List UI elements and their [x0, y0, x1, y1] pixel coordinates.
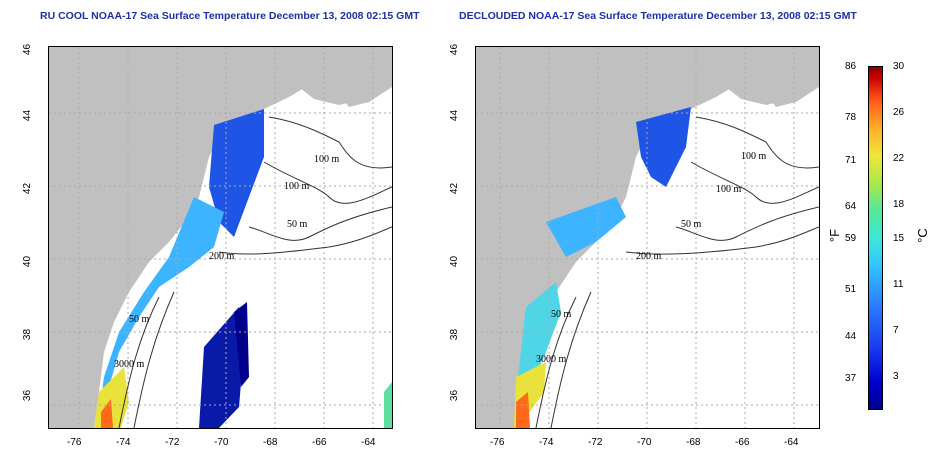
left-sst-map: 100 m 100 m 50 m 200 m 50 m 3000 m — [48, 46, 393, 429]
fahrenheit-tick: 51 — [845, 284, 857, 295]
lon-tick-label: -72 — [588, 437, 603, 448]
contour-label: 50 m — [129, 314, 150, 325]
lon-tick-label: -64 — [361, 437, 376, 448]
lon-tick-label: -70 — [637, 437, 652, 448]
grid-lines — [476, 47, 819, 428]
sst-blue-gulf-of-maine — [636, 107, 691, 187]
lon-tick-label: -74 — [539, 437, 554, 448]
contour-label: 200 m — [209, 251, 235, 262]
lon-tick-label: -76 — [67, 437, 82, 448]
celsius-tick: 7 — [893, 325, 899, 336]
bathymetry-contours — [118, 116, 392, 428]
lat-tick-label: 42 — [449, 182, 461, 195]
right-map-canvas: 100 m 100 m 50 m 200 m 50 m 3000 m — [476, 47, 819, 428]
lon-tick-label: -66 — [312, 437, 327, 448]
land-mass — [476, 47, 819, 428]
lon-tick-label: -68 — [686, 437, 701, 448]
left-map-canvas: 100 m 100 m 50 m 200 m 50 m 3000 m — [49, 47, 392, 428]
contour-label: 3000 m — [114, 359, 145, 370]
fahrenheit-unit-label: °F — [827, 228, 843, 243]
fahrenheit-tick: 86 — [845, 61, 857, 72]
sst-blue-gulf-of-maine — [209, 109, 264, 237]
lon-tick-label: -64 — [784, 437, 799, 448]
celsius-tick: 15 — [893, 233, 905, 244]
lat-tick-label: 42 — [22, 182, 34, 195]
contour-label: 50 m — [287, 219, 308, 230]
contour-label: 3000 m — [536, 354, 567, 365]
lat-tick-label: 46 — [22, 43, 34, 56]
contour-label: 100 m — [741, 151, 767, 162]
contour-label: 100 m — [284, 181, 310, 192]
temperature-colorbar — [868, 66, 883, 410]
sst-offshore-cold-2 — [234, 302, 249, 387]
lon-tick-label: -76 — [490, 437, 505, 448]
contour-label: 100 m — [314, 154, 340, 165]
left-map-title: RU COOL NOAA-17 Sea Surface Temperature … — [40, 10, 420, 22]
celsius-tick: 3 — [893, 371, 899, 382]
lon-tick-label: -72 — [165, 437, 180, 448]
sst-east-strip — [384, 382, 392, 428]
fahrenheit-tick: 59 — [845, 233, 857, 244]
lat-tick-label: 36 — [22, 389, 34, 402]
bathymetry-contours — [535, 116, 819, 428]
contour-label: 200 m — [636, 251, 662, 262]
contour-label: 100 m — [716, 184, 742, 195]
celsius-unit-label: °C — [914, 228, 930, 243]
sst-scattered-blue — [546, 197, 626, 257]
fahrenheit-tick: 71 — [845, 155, 857, 166]
lat-tick-label: 36 — [449, 389, 461, 402]
lat-tick-label: 44 — [449, 109, 461, 122]
celsius-tick: 11 — [893, 279, 904, 290]
sst-warm-core — [516, 392, 530, 428]
sst-offshore-cold — [199, 307, 244, 428]
fahrenheit-tick: 37 — [845, 373, 857, 384]
contour-label: 50 m — [551, 309, 572, 320]
contour-label: 50 m — [681, 219, 702, 230]
celsius-tick: 30 — [893, 61, 905, 72]
celsius-tick: 22 — [893, 153, 905, 164]
right-sst-map: 100 m 100 m 50 m 200 m 50 m 3000 m — [475, 46, 820, 429]
lat-tick-label: 38 — [449, 328, 461, 341]
celsius-tick: 18 — [893, 199, 905, 210]
fahrenheit-tick: 44 — [845, 331, 857, 342]
lat-tick-label: 38 — [22, 328, 34, 341]
celsius-tick: 26 — [893, 107, 905, 118]
lon-tick-label: -68 — [263, 437, 278, 448]
lon-tick-label: -74 — [116, 437, 131, 448]
lon-tick-label: -66 — [735, 437, 750, 448]
lat-tick-label: 40 — [449, 255, 461, 268]
lon-tick-label: -70 — [214, 437, 229, 448]
right-map-title: DECLOUDED NOAA-17 Sea Surface Temperatur… — [459, 10, 857, 22]
grid-lines — [49, 47, 392, 428]
land-nova-scotia — [299, 62, 392, 105]
fahrenheit-tick: 78 — [845, 112, 857, 123]
lat-tick-label: 44 — [22, 109, 34, 122]
land-nova-scotia — [726, 62, 819, 105]
fahrenheit-tick: 64 — [845, 201, 857, 212]
sst-coastal-band — [97, 197, 224, 428]
sst-warm-core — [101, 399, 113, 428]
land-mass — [49, 47, 392, 428]
lat-tick-label: 40 — [22, 255, 34, 268]
lat-tick-label: 46 — [449, 43, 461, 56]
